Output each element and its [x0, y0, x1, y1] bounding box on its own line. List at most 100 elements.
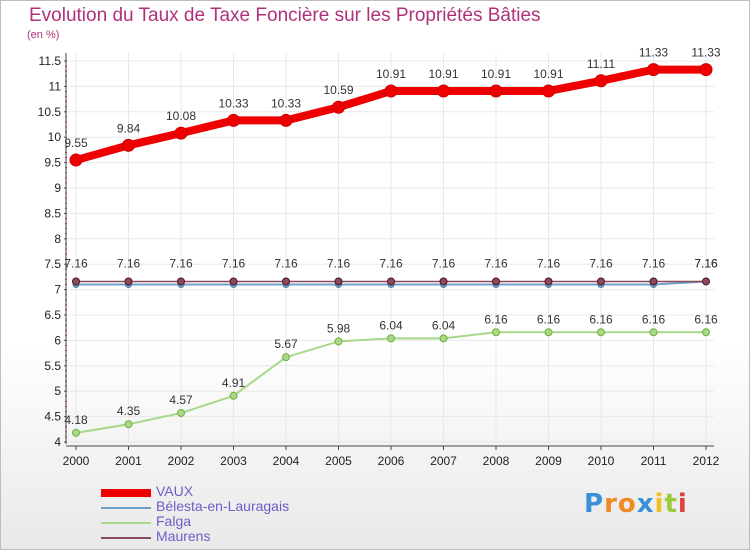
- x-tick-label: 2006: [378, 454, 405, 468]
- proxiti-logo: Proxiti: [584, 489, 688, 519]
- y-tick-label: 10: [48, 130, 62, 144]
- chart-unit-label: (en %): [27, 29, 60, 41]
- x-tick-label: 2000: [63, 454, 90, 468]
- data-point-vaux: [384, 84, 398, 98]
- data-point-falga: [492, 328, 500, 337]
- data-label-falga: 6.16: [537, 312, 561, 326]
- x-tick-label: 2009: [535, 454, 562, 468]
- data-point-vaux: [699, 63, 713, 77]
- data-point-vaux: [174, 126, 188, 140]
- x-tick-label: 2012: [693, 454, 720, 468]
- y-tick-label: 7.5: [44, 257, 61, 271]
- data-label-maurens: 7.16: [432, 256, 456, 270]
- data-point-vaux: [594, 74, 608, 88]
- chart-title: Evolution du Taux de Taxe Foncière sur l…: [29, 5, 541, 26]
- data-label-falga: 6.16: [484, 312, 508, 326]
- data-point-maurens: [334, 277, 343, 286]
- y-tick-label: 7: [54, 283, 61, 297]
- x-tick-label: 2003: [220, 454, 247, 468]
- grid-layer: [68, 53, 714, 443]
- y-tick-label: 11: [49, 79, 62, 93]
- data-label-layer: 4.18 4.35 4.57 4.91 5.67 5.98 6.04 6.04 6.16 6.16…: [64, 46, 721, 427]
- data-point-vaux: [489, 84, 503, 98]
- y-tick-label: 9.5: [44, 156, 61, 170]
- legend-swatch-vaux: [101, 489, 151, 497]
- logo-letter: r: [604, 489, 618, 519]
- x-tick-label: 2004: [273, 454, 300, 468]
- data-point-falga: [177, 409, 185, 418]
- data-point-vaux: [647, 63, 660, 77]
- series-layer: [69, 63, 713, 437]
- data-label-maurens: 7.16: [589, 256, 613, 270]
- y-tick-label: 4.5: [44, 410, 61, 424]
- data-label-maurens: 7.16: [222, 256, 246, 270]
- logo-letter: P: [584, 489, 605, 519]
- data-label-maurens: 7.16: [642, 256, 666, 270]
- y-tick-label: 4: [54, 435, 61, 449]
- data-label-falga: 6.04: [432, 318, 456, 332]
- data-point-maurens: [702, 277, 710, 286]
- data-label-vaux: 10.08: [166, 109, 196, 123]
- y-tick-label: 10.5: [38, 105, 62, 119]
- legend-label-vaux: VAUX: [156, 483, 194, 499]
- data-point-maurens: [439, 277, 448, 286]
- data-point-maurens: [229, 277, 238, 286]
- data-label-maurens: 7.16: [117, 256, 141, 270]
- data-point-falga: [439, 334, 448, 343]
- data-label-vaux: 10.59: [323, 83, 353, 97]
- data-point-maurens: [492, 277, 500, 286]
- data-point-falga: [387, 334, 395, 343]
- data-label-vaux: 10.91: [428, 67, 458, 81]
- data-point-falga: [544, 328, 553, 337]
- y-tick-label: 6.5: [44, 308, 61, 322]
- y-tick-label: 6: [54, 333, 61, 347]
- legend-swatch-belesta-en-lauragais: [101, 507, 151, 509]
- y-tick-label: 11.5: [39, 54, 62, 68]
- data-label-vaux: 10.91: [481, 67, 511, 81]
- legend-swatch-maurens: [101, 537, 151, 539]
- logo-letter: x: [636, 489, 655, 519]
- data-label-falga: 4.57: [169, 393, 193, 407]
- data-label-belesta-en-lauragais: 7.16: [694, 256, 718, 270]
- data-label-maurens: 7.16: [64, 256, 88, 270]
- data-point-vaux: [332, 100, 345, 114]
- axis-layer: 4 4.5 5 5.5 6 6.5 7 7.5 8 8.5 9 9.5 10 10.5 11 11.5 2000…: [38, 53, 720, 468]
- data-label-falga: 4.35: [117, 404, 141, 418]
- data-label-maurens: 7.16: [537, 256, 561, 270]
- legend-swatch-falga: [101, 522, 151, 524]
- y-tick-label: 5.5: [44, 359, 61, 373]
- data-label-falga: 4.18: [64, 413, 88, 427]
- x-tick-label: 2008: [483, 454, 510, 468]
- data-point-vaux: [122, 138, 135, 152]
- data-point-falga: [334, 337, 343, 346]
- data-point-maurens: [282, 277, 290, 286]
- data-label-falga: 6.04: [379, 318, 403, 332]
- x-tick-label: 2005: [325, 454, 352, 468]
- data-point-vaux: [227, 113, 240, 127]
- data-label-vaux: 9.55: [64, 136, 88, 150]
- x-tick-label: 2010: [588, 454, 615, 468]
- data-label-falga: 6.16: [694, 312, 718, 326]
- data-label-vaux: 9.84: [117, 121, 141, 135]
- data-label-vaux: 10.91: [533, 67, 563, 81]
- x-tick-label: 2002: [168, 454, 195, 468]
- data-label-vaux: 11.33: [691, 46, 720, 60]
- data-point-vaux: [437, 84, 450, 98]
- y-tick-label: 8.5: [44, 206, 61, 220]
- data-label-vaux: 10.33: [218, 96, 248, 110]
- data-label-falga: 6.16: [589, 312, 613, 326]
- data-point-falga: [229, 391, 238, 400]
- data-label-maurens: 7.16: [694, 256, 718, 270]
- data-label-maurens: 7.16: [327, 256, 351, 270]
- data-point-maurens: [597, 277, 605, 286]
- data-point-falga: [702, 328, 710, 337]
- data-label-maurens: 7.16: [169, 256, 193, 270]
- data-label-vaux: 10.91: [376, 67, 406, 81]
- legend-label-falga: Falga: [156, 513, 192, 529]
- data-label-falga: 4.91: [222, 376, 246, 390]
- y-tick-label: 8: [54, 232, 61, 246]
- y-tick-label: 5: [54, 384, 61, 398]
- data-label-falga: 6.16: [642, 312, 666, 326]
- data-point-maurens: [649, 277, 658, 286]
